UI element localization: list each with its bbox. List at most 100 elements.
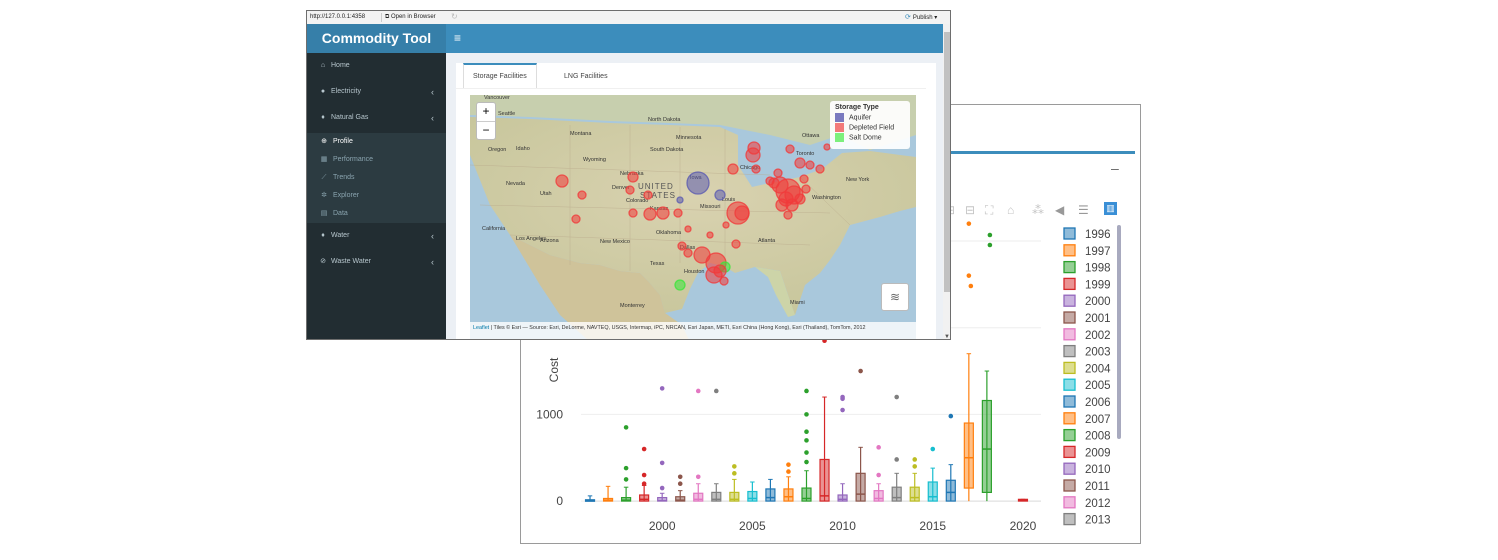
attribution-text: | Tiles © Esri — Source: Esri, DeLorme, … [489, 325, 866, 331]
app-title[interactable]: Commodity Tool [307, 24, 446, 53]
legend-item[interactable]: 2012 [1063, 496, 1111, 510]
tab-lng-facilities[interactable]: LNG Facilities [564, 73, 608, 80]
facility-marker[interactable] [555, 174, 569, 188]
facility-marker[interactable] [805, 160, 815, 170]
tab-storage-facilities[interactable]: Storage Facilities [463, 63, 537, 89]
legend-item[interactable]: 2003 [1063, 344, 1111, 359]
plotly-logo-icon[interactable]: ▥ [1104, 202, 1117, 215]
legend-item[interactable]: 1999 [1063, 277, 1111, 291]
facility-marker[interactable] [719, 276, 729, 286]
facility-marker[interactable] [571, 214, 581, 224]
legend-item[interactable]: 2001 [1063, 311, 1111, 325]
legend-item[interactable]: 2007 [1063, 412, 1111, 426]
layers-icon[interactable]: ≋ [881, 283, 909, 311]
facility-marker[interactable] [799, 174, 809, 184]
facility-marker[interactable] [643, 207, 657, 221]
hover-closest-icon[interactable]: ◀ [1055, 203, 1065, 217]
box-body [783, 488, 794, 502]
facility-marker[interactable] [751, 164, 761, 174]
open-in-browser-button[interactable]: ⧉ Open in Browser [381, 13, 439, 22]
facility-marker[interactable] [785, 144, 795, 154]
outlier-point [732, 471, 737, 476]
facility-marker[interactable] [794, 193, 806, 205]
facility-marker[interactable] [628, 208, 638, 218]
facility-marker[interactable] [775, 198, 789, 212]
facility-marker[interactable] [683, 248, 693, 258]
facility-marker[interactable] [734, 205, 750, 221]
facility-marker[interactable] [656, 206, 670, 220]
legend-scrollbar[interactable] [1117, 225, 1121, 439]
hamburger-icon[interactable]: ≡ [454, 31, 462, 45]
map-canvas[interactable]: Vancouver Seattle North Dakota Montana Wyomi… [470, 95, 916, 340]
facility-marker[interactable] [783, 210, 793, 220]
sidebar-item-natural-gas[interactable]: ♦ Natural Gas ‹ [307, 105, 446, 131]
sidebar-item-water[interactable]: ♦ Water ‹ [307, 223, 446, 249]
facility-marker[interactable] [643, 190, 653, 200]
facility-marker[interactable] [676, 196, 684, 204]
legend-item[interactable]: 2010 [1063, 462, 1111, 476]
facility-marker[interactable] [765, 176, 775, 186]
facility-marker[interactable] [677, 241, 687, 251]
publish-button[interactable]: ⟳ Publish ▾ [905, 14, 938, 21]
zoom-in-button[interactable]: + [482, 104, 490, 118]
outlier-point [623, 425, 629, 430]
sidebar-item-electricity[interactable]: ● Electricity ‹ [307, 79, 446, 105]
map-place-label: Texas [650, 261, 665, 267]
facility-marker[interactable] [773, 168, 783, 178]
facility-marker[interactable] [706, 231, 714, 239]
spike-lines-icon[interactable]: ⁂ [1032, 203, 1044, 217]
facility-marker[interactable] [627, 171, 639, 183]
legend-item[interactable]: 2009 [1063, 445, 1111, 459]
sidebar-item-waste-water[interactable]: ⊘ Waste Water ‹ [307, 249, 446, 275]
legend-item[interactable]: 2013 [1063, 512, 1111, 527]
facility-marker[interactable] [722, 221, 730, 229]
legend-item[interactable]: 2000 [1063, 294, 1111, 308]
legend-item[interactable]: 1997 [1063, 244, 1111, 258]
legend-item[interactable]: 1996 [1063, 227, 1111, 241]
legend-item[interactable]: 2006 [1063, 395, 1111, 409]
legend-item[interactable]: 2008 [1063, 428, 1111, 443]
facility-marker[interactable] [727, 163, 739, 175]
facility-marker[interactable] [794, 157, 806, 169]
zoom-out-icon[interactable]: ⊟ [965, 203, 976, 217]
sidebar-item-home[interactable]: ⌂ Home [307, 53, 446, 79]
facility-marker[interactable] [815, 164, 825, 174]
leaflet-link[interactable]: Leaflet [473, 325, 490, 331]
facility-marker[interactable] [686, 171, 710, 195]
y-tick-label: 1000 [536, 407, 563, 421]
facility-marker[interactable] [747, 141, 761, 155]
collapse-icon[interactable]: – [1111, 160, 1119, 176]
legend-item[interactable]: 2004 [1063, 361, 1111, 375]
submenu-item-performance[interactable]: ▦ Performance [307, 151, 446, 169]
facility-marker[interactable] [673, 208, 683, 218]
facility-marker[interactable] [625, 185, 635, 195]
home-icon[interactable]: ⌂ [1007, 203, 1015, 217]
autoscale-icon[interactable]: ⛶ [985, 203, 994, 217]
page-scrollbar[interactable]: ▼ [943, 24, 950, 340]
map-place-label: Atlanta [758, 238, 776, 244]
facility-marker[interactable] [713, 264, 727, 278]
legend-item[interactable]: 2005 [1063, 378, 1111, 392]
facility-marker[interactable] [577, 190, 587, 200]
map-place-label: Dallas [680, 245, 696, 251]
legend-item[interactable]: 2002 [1063, 328, 1111, 342]
zoom-out-button[interactable]: − [477, 121, 495, 140]
submenu-item-data[interactable]: ▤ Data [307, 205, 446, 223]
facility-marker[interactable] [801, 184, 811, 194]
storage-map[interactable]: Vancouver Seattle North Dakota Montana Wyomi… [470, 95, 916, 340]
facility-marker[interactable] [674, 279, 686, 291]
scrollbar-thumb[interactable] [944, 32, 950, 292]
map-place-label: New York [846, 177, 869, 183]
submenu-item-trends[interactable]: ⟋ Trends [307, 169, 446, 187]
facility-marker[interactable] [731, 239, 741, 249]
facility-marker[interactable] [684, 225, 692, 233]
scroll-down-arrow[interactable]: ▼ [944, 334, 950, 340]
hover-compare-icon[interactable]: ☰ [1078, 203, 1089, 217]
legend-item[interactable]: 2011 [1063, 479, 1110, 493]
submenu-item-explorer[interactable]: ✲ Explorer [307, 187, 446, 205]
url-text[interactable]: http://127.0.0.1:4358 [310, 14, 366, 20]
refresh-icon[interactable]: ↻ [451, 12, 458, 21]
submenu-item-profile[interactable]: ⊕ Profile [307, 133, 446, 151]
facility-marker[interactable] [714, 189, 726, 201]
legend-item[interactable]: 1998 [1063, 260, 1111, 275]
